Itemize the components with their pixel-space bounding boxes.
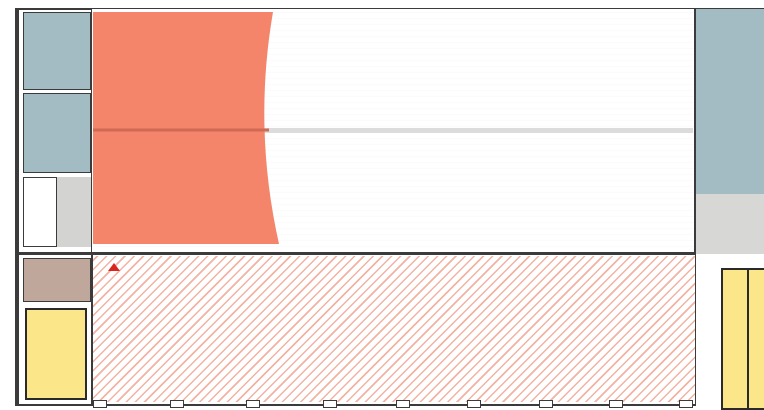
left-storage-lower	[23, 93, 91, 173]
column-post	[539, 400, 553, 408]
right-yellow-block-2	[747, 268, 764, 410]
right-yellow-block-1	[721, 268, 749, 410]
left-gray-cell	[57, 177, 91, 247]
column-post	[396, 400, 410, 408]
left-yellow-block	[25, 308, 87, 400]
left-column-inner-wall	[17, 8, 19, 406]
orange-zone-shape	[93, 12, 279, 244]
left-white-cell	[23, 177, 57, 247]
marker-icon	[108, 263, 120, 271]
column-post	[93, 400, 107, 408]
column-post	[609, 400, 623, 408]
column-post	[679, 400, 693, 408]
room-centerline	[93, 128, 693, 133]
left-brown-block	[23, 258, 91, 302]
orange-zone	[93, 12, 279, 244]
band-divider-wall	[15, 252, 695, 255]
column-post	[467, 400, 481, 408]
right-storage-block	[695, 8, 764, 194]
column-post	[170, 400, 184, 408]
column-post	[246, 400, 260, 408]
right-gray-block	[695, 194, 764, 254]
column-post	[323, 400, 337, 408]
left-storage-upper	[23, 12, 91, 90]
hatched-zone	[93, 256, 695, 402]
